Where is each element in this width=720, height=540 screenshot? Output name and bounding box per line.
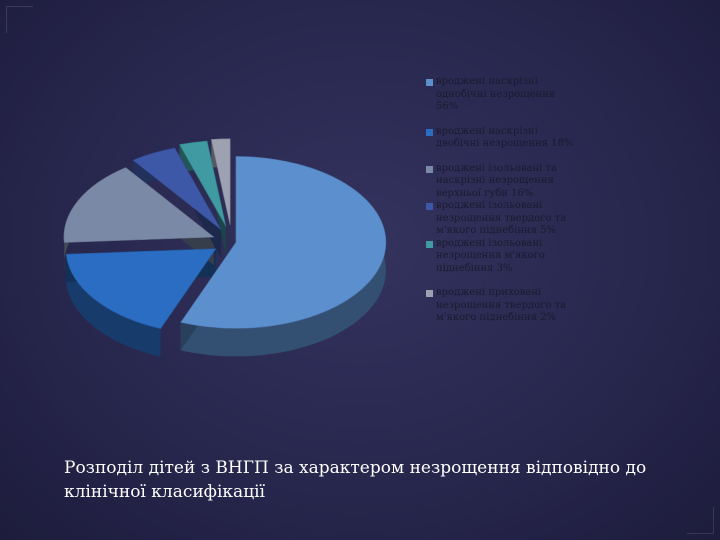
pie-slice-3 xyxy=(63,167,215,243)
pie-slice-6 xyxy=(210,138,231,225)
legend-label: вроджені ізольовані та наскрізні незроще… xyxy=(436,162,557,199)
legend-label: вроджені приховані незрощення твердого т… xyxy=(436,287,567,323)
decorative-corner xyxy=(6,6,33,33)
legend-item: вроджені наскрізні однобічні незрощення … xyxy=(426,76,576,114)
legend-swatch xyxy=(426,290,433,297)
legend-label: вроджені наскрізні однобічні незрощення … xyxy=(436,76,556,112)
legend-swatch xyxy=(426,240,433,248)
legend-swatch xyxy=(426,203,433,210)
legend-swatch xyxy=(426,79,433,86)
legend-swatch xyxy=(426,165,433,173)
decorative-corner xyxy=(687,507,714,534)
pie-slice-4 xyxy=(132,147,222,230)
legend-label: вроджені наскрізні двобічні незрощення 1… xyxy=(436,125,574,150)
pie-slice-1 xyxy=(180,156,387,329)
chart-legend: вроджені наскрізні однобічні незрощення … xyxy=(426,76,576,325)
legend-item: вроджені ізольовані незрощення твердого … xyxy=(426,200,576,238)
legend-swatch xyxy=(426,128,433,136)
legend-item: вроджені ізольовані незрощення м'якого п… xyxy=(426,238,576,276)
legend-label: вроджені ізольовані незрощення твердого … xyxy=(436,200,567,236)
pie-slice-5 xyxy=(179,140,227,227)
legend-item: вроджені приховані незрощення твердого т… xyxy=(426,287,576,325)
legend-label: вроджені ізольовані незрощення м'якого п… xyxy=(436,237,545,274)
legend-item: вроджені наскрізні двобічні незрощення 1… xyxy=(426,126,576,151)
slide-caption: Розподіл дітей з ВНГП за характером незр… xyxy=(64,458,647,502)
pie-slice-2 xyxy=(65,248,217,330)
legend-item: вроджені ізольовані та наскрізні незроще… xyxy=(426,163,576,201)
